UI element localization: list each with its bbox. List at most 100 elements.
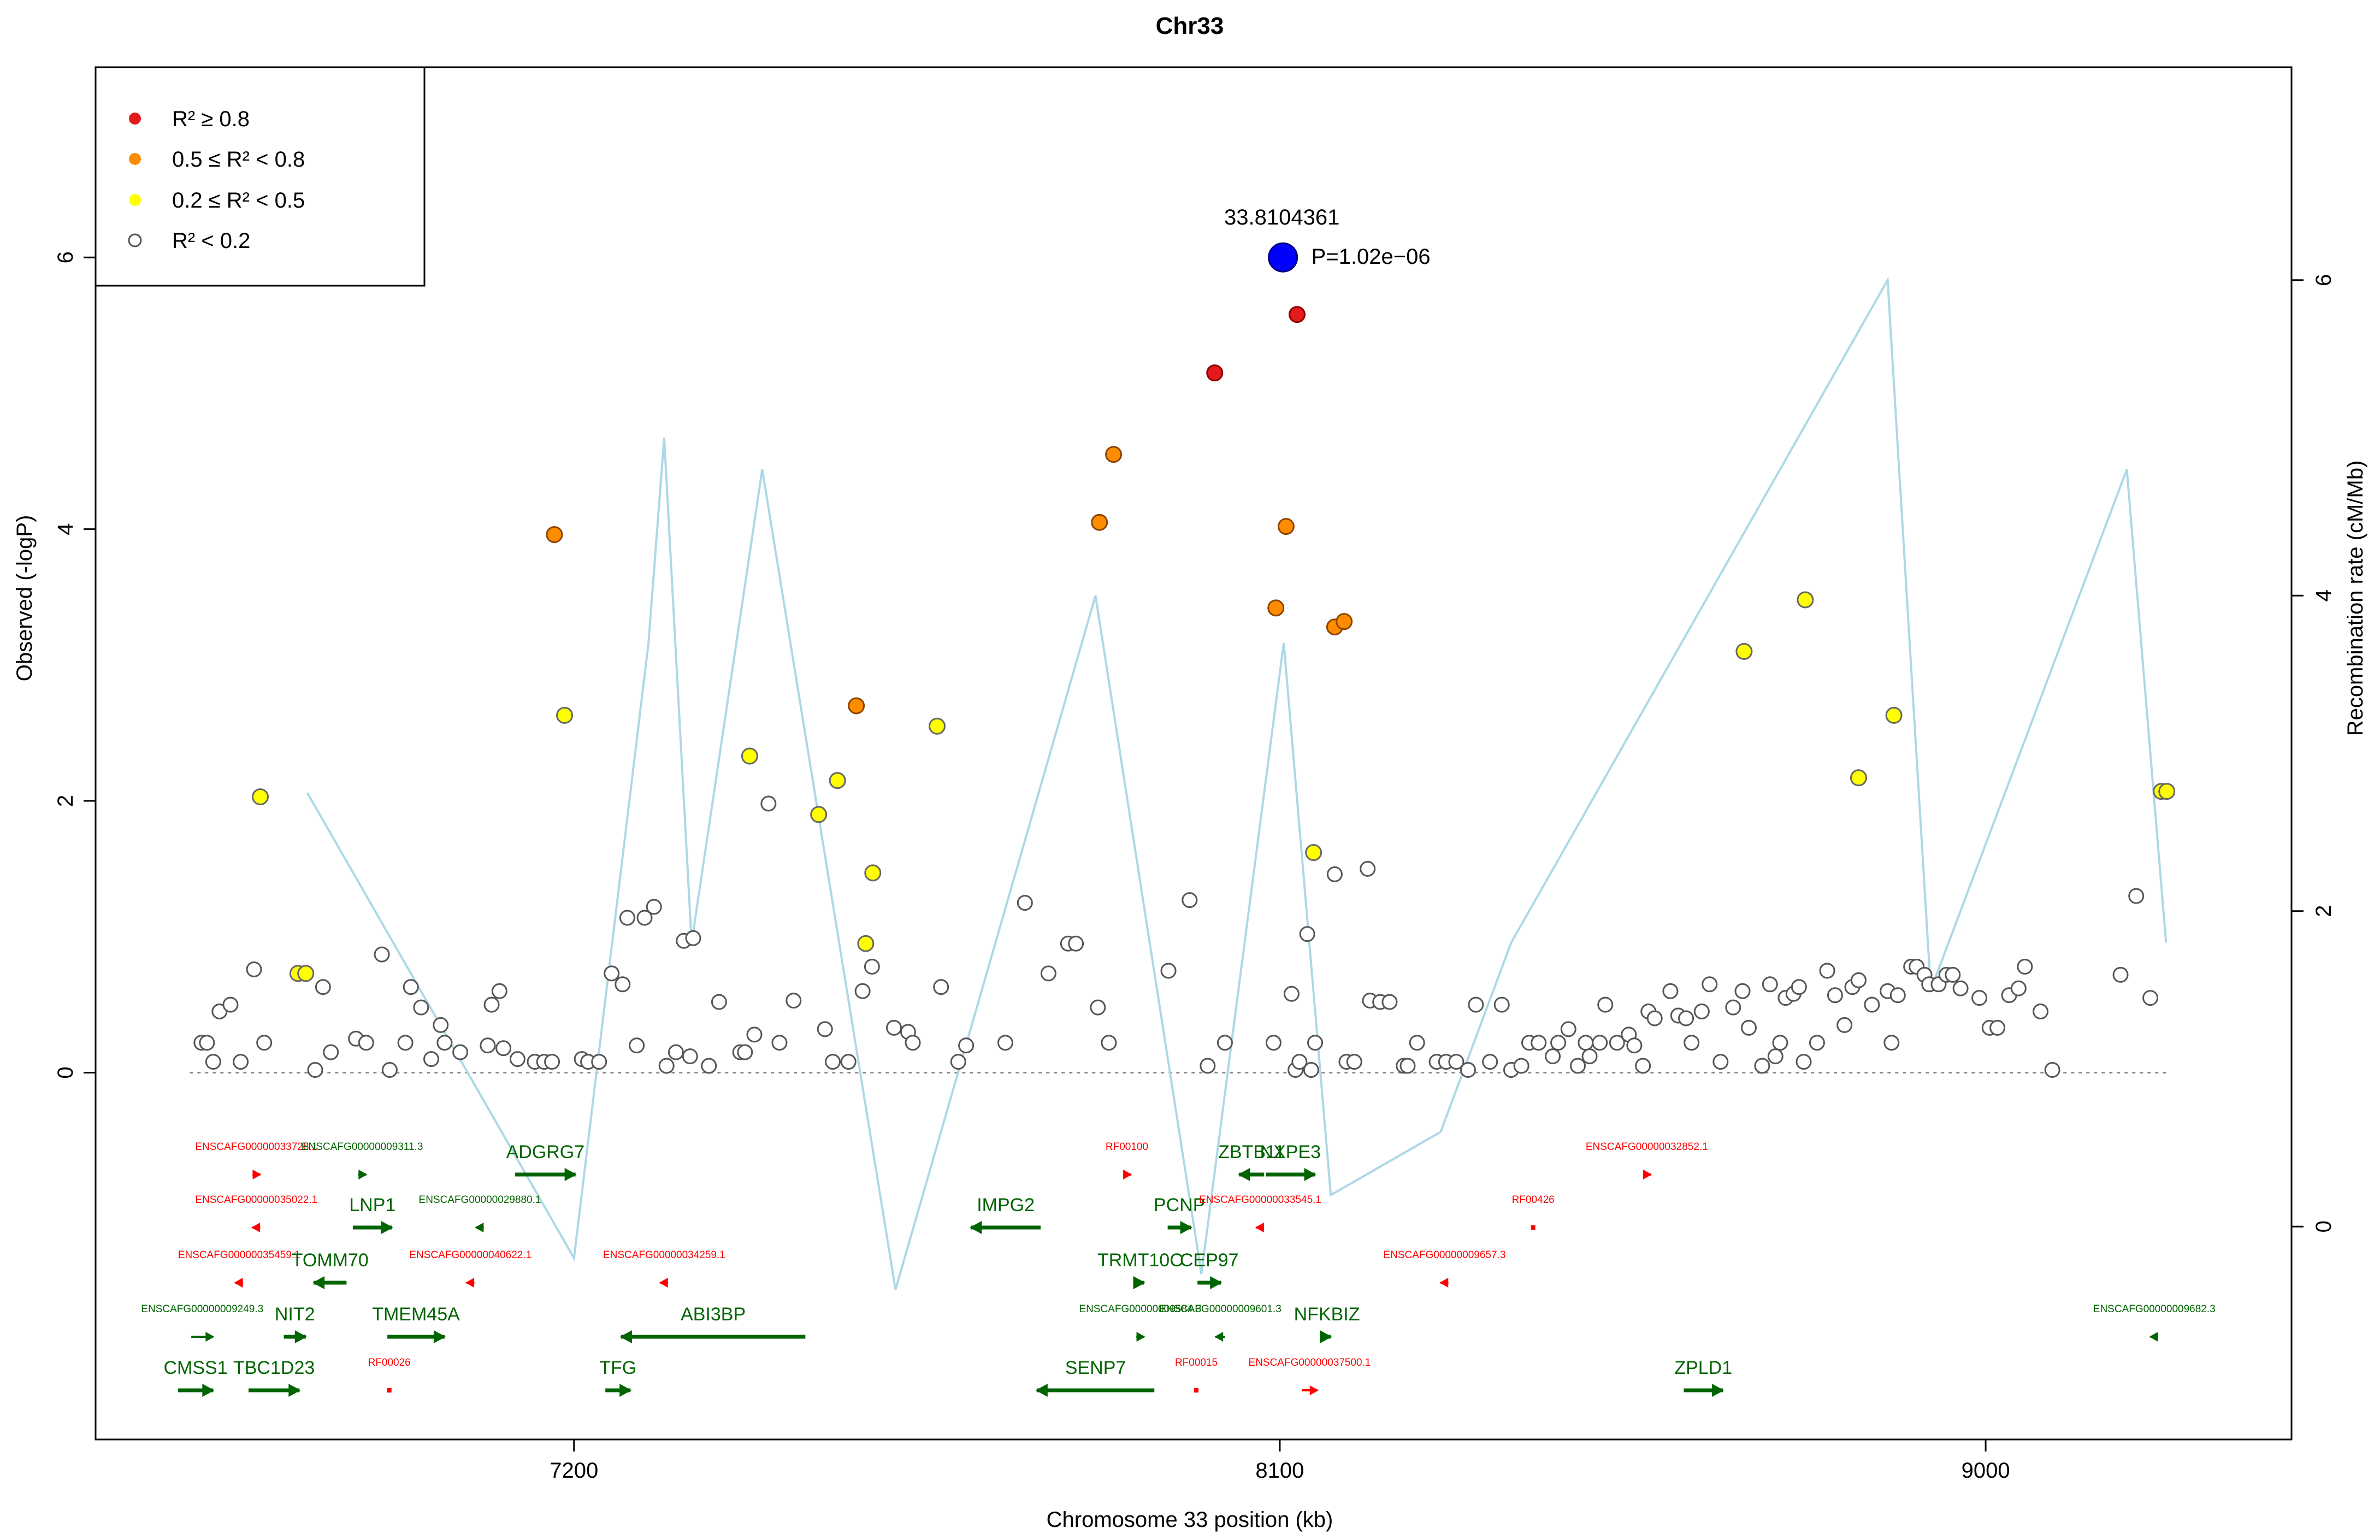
snp-point-none — [1702, 976, 1718, 993]
gene-label: RF00426 — [1512, 1194, 1555, 1206]
y-tick-label: 0 — [54, 1066, 78, 1078]
snp-point-none — [604, 965, 620, 982]
snp-point-low — [1797, 591, 1814, 609]
snp-point-none — [1712, 1054, 1729, 1070]
snp-point-none — [1754, 1058, 1770, 1074]
snp-point-none — [1767, 1048, 1783, 1065]
snp-point-none — [413, 999, 429, 1016]
snp-point-none — [1468, 996, 1484, 1013]
snp-point-none — [2142, 990, 2159, 1006]
snp-point-none — [1646, 1010, 1663, 1026]
snp-point-none — [840, 1054, 857, 1070]
snp-point-none — [1570, 1058, 1586, 1074]
axes: 7200 8100 9000 0 2 4 6 0 2 4 6 — [54, 251, 2336, 1483]
gene-arrowhead — [1255, 1223, 1264, 1232]
snp-point-low — [857, 935, 875, 952]
gene-track: ENSCAFG00000033728.1ENSCAFG00000009311.3… — [141, 1141, 2216, 1397]
gene-label: ENSCAFG00000029880.1 — [419, 1194, 541, 1206]
snp-point-none — [433, 1017, 449, 1033]
gene-label: TMEM45A — [372, 1304, 460, 1325]
legend-label-high: R² ≥ 0.8 — [172, 107, 250, 131]
snp-point-none — [315, 979, 331, 995]
snp-point-none — [786, 993, 802, 1009]
legend-marker-low — [129, 194, 141, 206]
legend-box — [95, 66, 426, 287]
snp-point-none — [636, 910, 653, 926]
snp-point-none — [1101, 1035, 1117, 1051]
snp-point-low — [1305, 844, 1322, 862]
snp-point-none — [452, 1044, 469, 1060]
snp-point-none — [685, 930, 701, 946]
gene-label: ENSCAFG00000033545.1 — [1199, 1194, 1321, 1206]
lead-snp-point — [1268, 242, 1298, 273]
snp-point-none — [1307, 1035, 1324, 1051]
snp-point-none — [1200, 1058, 1216, 1074]
snp-point-none — [958, 1037, 975, 1054]
gene-arrowhead — [475, 1223, 484, 1232]
y2-tick-label: 6 — [2312, 274, 2336, 286]
gene-arrowhead — [465, 1278, 475, 1288]
gene-mark — [387, 1388, 392, 1393]
gene-arrowhead — [1210, 1276, 1223, 1289]
x-tick-label: 8100 — [1255, 1459, 1304, 1483]
snp-point-low — [556, 706, 574, 724]
legend-label-mid: 0.5 ≤ R² < 0.8 — [172, 147, 305, 172]
gene-arrowhead — [1439, 1278, 1449, 1288]
y-tick-label: 6 — [54, 251, 78, 263]
snp-point-none — [381, 1062, 398, 1078]
snp-point-none — [256, 1035, 273, 1051]
snp-point-none — [950, 1054, 966, 1070]
gene-arrowhead — [1133, 1276, 1145, 1289]
snp-point-none — [1017, 895, 1033, 911]
snp-point-none — [483, 996, 500, 1013]
snp-point-none — [1791, 979, 1807, 995]
chart-title: Chr33 — [1156, 13, 1224, 39]
snp-point-mid — [1091, 514, 1108, 531]
snp-point-none — [2044, 1062, 2060, 1078]
snp-point-none — [1945, 966, 1961, 983]
gene-label: ENSCAFG00000037500.1 — [1249, 1357, 1371, 1368]
snp-point-none — [886, 1019, 902, 1036]
snp-point-none — [1545, 1048, 1561, 1065]
gene-label: TRMT10C — [1097, 1250, 1183, 1271]
snp-point-mid — [1105, 446, 1123, 463]
lead-snp-group: 33.8104361 P=1.02e−06 — [1224, 205, 1431, 273]
gene-label: ENSCAFG00000034259.1 — [603, 1249, 725, 1261]
snp-point-none — [1597, 996, 1614, 1013]
snp-point-none — [199, 1035, 215, 1051]
snp-point-low — [810, 806, 828, 823]
snp-point-none — [1850, 972, 1867, 988]
gene-label: ENSCAFG00000009657.3 — [1383, 1249, 1505, 1261]
snp-point-none — [403, 979, 419, 995]
snp-point-none — [233, 1054, 249, 1070]
gene-arrowhead — [2149, 1332, 2158, 1342]
snp-point-none — [1581, 1048, 1598, 1065]
legend-marker-high — [129, 113, 141, 125]
snp-point-low — [297, 965, 315, 982]
snp-point-none — [323, 1044, 339, 1060]
snp-point-none — [1693, 1004, 1710, 1020]
gene-label: ENSCAFG00000009682.3 — [2093, 1303, 2216, 1315]
snp-point-none — [1040, 965, 1056, 982]
snp-point-none — [615, 976, 631, 993]
y2-axis-label: Recombination rate (cM/Mb) — [2343, 461, 2367, 736]
snp-point-none — [509, 1051, 525, 1067]
snp-point-none — [1448, 1054, 1464, 1070]
snp-point-none — [1299, 926, 1315, 942]
snp-point-none — [737, 1044, 753, 1060]
gene-arrowhead — [288, 1384, 301, 1397]
gene-arrowhead — [1123, 1170, 1132, 1179]
y2-tick-label: 0 — [2312, 1220, 2336, 1232]
snp-point-none — [905, 1035, 921, 1051]
gene-label: ENSCAFG00000009584.3 — [1079, 1303, 1201, 1315]
gene-arrowhead — [381, 1221, 393, 1234]
snp-point-none — [1725, 999, 1741, 1016]
snp-point-none — [374, 946, 390, 963]
gene-arrowhead — [202, 1384, 215, 1397]
gene-label: CMSS1 — [163, 1358, 227, 1378]
snp-point-none — [480, 1037, 496, 1054]
gene-arrowhead — [294, 1330, 307, 1343]
snp-point-none — [1989, 1019, 2006, 1036]
gene-arrowhead — [358, 1170, 368, 1179]
